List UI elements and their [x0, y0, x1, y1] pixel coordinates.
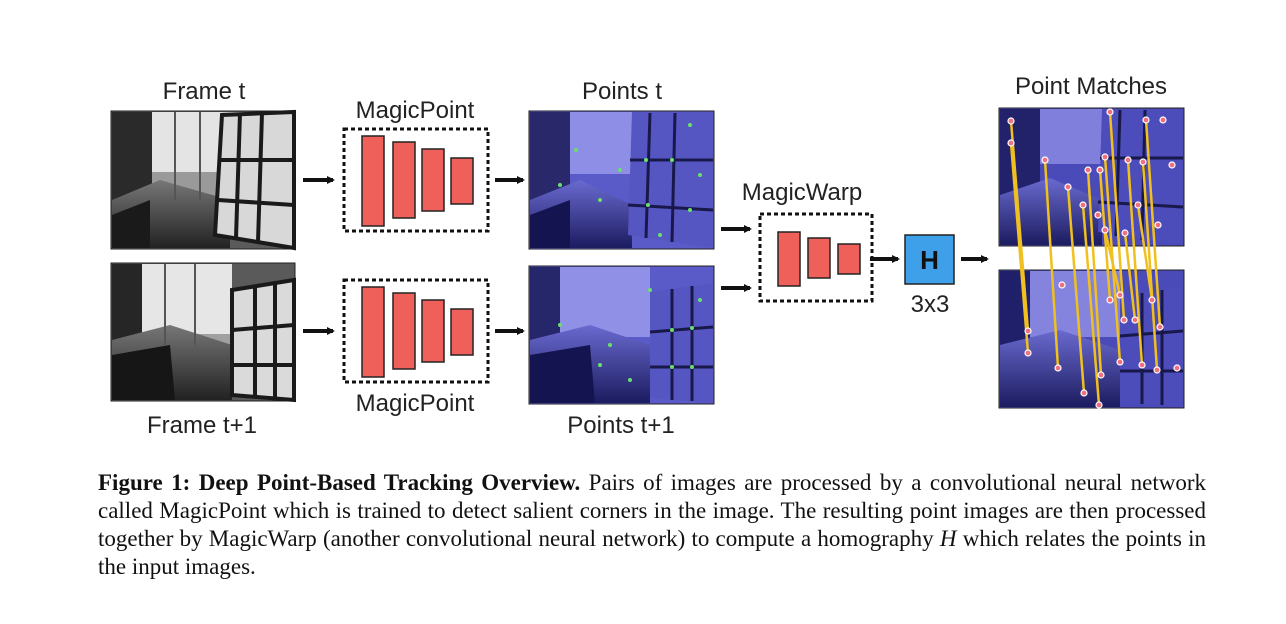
point-matches-top-image: [998, 107, 1185, 247]
magicpoint-network-bottom: [342, 278, 490, 384]
magicpoint-bottom-label: MagicPoint: [356, 390, 475, 417]
caption-title: Figure 1: Deep Point-Based Tracking Over…: [98, 470, 581, 495]
points-t-label: Points t: [582, 78, 662, 105]
frame-t1-label: Frame t+1: [147, 412, 257, 439]
tracking-diagram: Frame t Frame t+1 MagicPoint MagicPoint …: [110, 73, 1185, 439]
figure-caption: Figure 1: Deep Point-Based Tracking Over…: [98, 469, 1206, 581]
points-t1-image: [528, 265, 715, 405]
frame-t-image: [110, 109, 296, 251]
match-lines: [1009, 111, 1162, 406]
homography-box-label: H: [920, 245, 939, 275]
magicpoint-network-top: [342, 127, 490, 233]
frame-t-label: Frame t: [163, 78, 246, 105]
caption-text-2: which relates the points in the input im…: [98, 526, 1207, 579]
points-t-image: [528, 110, 715, 250]
magicwarp-label: MagicWarp: [742, 179, 862, 206]
caption-math-h: H: [939, 526, 957, 551]
h-size-label: 3x3: [911, 291, 950, 318]
frame-t1-image: [110, 262, 296, 403]
magicpoint-top-label: MagicPoint: [356, 97, 475, 124]
caption-text-1: Pairs of images are processed by a convo…: [98, 470, 1207, 551]
match-points: [1007, 108, 1181, 409]
point-matches-label: Point Matches: [1015, 73, 1167, 100]
magicwarp-network: [758, 212, 874, 303]
homography-box: H: [904, 234, 955, 285]
points-t1-label: Points t+1: [567, 412, 674, 439]
